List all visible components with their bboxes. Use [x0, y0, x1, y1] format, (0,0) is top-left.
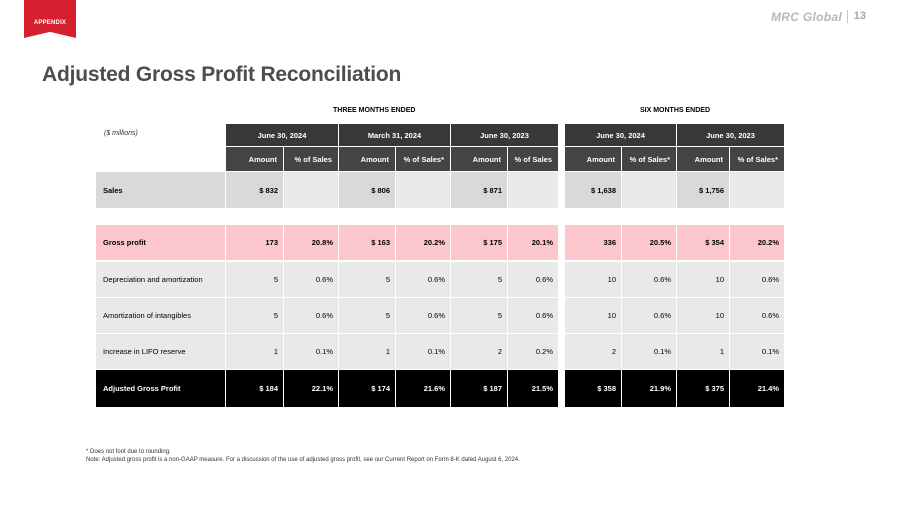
table-cell: [284, 172, 338, 208]
table-cell: 5: [451, 298, 507, 333]
table-cell: 20.2%: [396, 225, 450, 260]
table-cell: 0.6%: [284, 262, 338, 297]
column-subheader: % of Sales: [508, 147, 558, 171]
table-cell: 21.5%: [508, 370, 558, 407]
table-cell: 5: [339, 298, 395, 333]
column-subheader: % of Sales: [284, 147, 338, 171]
table-cell: [622, 172, 676, 208]
column-subheader: % of Sales*: [730, 147, 784, 171]
footnote-non-gaap: Note: Adjusted gross profit is a non-GAA…: [86, 457, 520, 463]
units-label: ($ millions): [104, 130, 138, 137]
column-subheader: Amount: [677, 147, 729, 171]
table-cell: 10: [677, 262, 729, 297]
table-cell: 20.2%: [730, 225, 784, 260]
table-cell: 0.1%: [396, 334, 450, 369]
table-cell: 1: [339, 334, 395, 369]
table-cell: $ 187: [451, 370, 507, 407]
table-cell: 0.2%: [508, 334, 558, 369]
table-cell: $ 174: [339, 370, 395, 407]
table-cell: $ 806: [339, 172, 395, 208]
column-subheader: Amount: [226, 147, 283, 171]
brand-logo: MRC Global: [771, 10, 842, 24]
table-cell: 0.6%: [622, 262, 676, 297]
table-cell: 21.4%: [730, 370, 784, 407]
column-subheader: Amount: [451, 147, 507, 171]
column-subheader: % of Sales*: [622, 147, 676, 171]
row-label: Depreciation and amortization: [96, 262, 225, 297]
column-subheader: % of Sales*: [396, 147, 450, 171]
table-cell: $ 1,756: [677, 172, 729, 208]
table-cell: [396, 172, 450, 208]
table-cell: 336: [565, 225, 621, 260]
table-cell: 0.6%: [396, 298, 450, 333]
table-cell: 5: [226, 262, 283, 297]
brand-divider: [847, 10, 848, 23]
table-cell: 0.6%: [730, 298, 784, 333]
table-cell: 5: [451, 262, 507, 297]
column-subheader: Amount: [339, 147, 395, 171]
table-cell: 20.5%: [622, 225, 676, 260]
group-header-three-months: THREE MONTHS ENDED: [333, 107, 416, 114]
table-cell: [730, 172, 784, 208]
table-cell: 0.6%: [508, 262, 558, 297]
table-cell: 2: [451, 334, 507, 369]
table-cell: 10: [565, 262, 621, 297]
period-header: June 30, 2023: [451, 124, 558, 146]
row-label: Adjusted Gross Profit: [96, 370, 225, 407]
table-cell: 0.6%: [730, 262, 784, 297]
table-cell: 0.1%: [730, 334, 784, 369]
table-cell: 0.6%: [622, 298, 676, 333]
table-cell: 21.9%: [622, 370, 676, 407]
table-cell: 1: [226, 334, 283, 369]
table-cell: 22.1%: [284, 370, 338, 407]
column-subheader: Amount: [565, 147, 621, 171]
table-cell: 10: [677, 298, 729, 333]
table-cell: $ 175: [451, 225, 507, 260]
table-cell: $ 358: [565, 370, 621, 407]
table-cell: 20.8%: [284, 225, 338, 260]
appendix-tag: APPENDIX: [24, 0, 76, 38]
table-cell: $ 163: [339, 225, 395, 260]
table-cell: $ 832: [226, 172, 283, 208]
appendix-label: APPENDIX: [33, 20, 67, 26]
group-header-six-months: SIX MONTHS ENDED: [640, 107, 711, 114]
table-cell: 1: [677, 334, 729, 369]
row-label: Amortization of intangibles: [96, 298, 225, 333]
table-cell: $ 871: [451, 172, 507, 208]
table-cell: $ 184: [226, 370, 283, 407]
page-number: 13: [853, 10, 866, 22]
period-header: June 30, 2024: [226, 124, 338, 146]
table-cell: 21.6%: [396, 370, 450, 407]
row-label: Sales: [96, 172, 225, 208]
row-label: Gross profit: [96, 225, 225, 260]
table-cell: [508, 172, 558, 208]
period-header: June 30, 2024: [565, 124, 676, 146]
table-cell: $ 1,638: [565, 172, 621, 208]
period-header: March 31, 2024: [339, 124, 450, 146]
table-cell: 5: [339, 262, 395, 297]
period-header: June 30, 2023: [677, 124, 784, 146]
table-cell: 20.1%: [508, 225, 558, 260]
table-cell: 173: [226, 225, 283, 260]
table-cell: 0.6%: [396, 262, 450, 297]
table-cell: 0.6%: [508, 298, 558, 333]
footnote-rounding: * Does not foot due to rounding.: [86, 449, 171, 455]
table-cell: 5: [226, 298, 283, 333]
table-cell: 2: [565, 334, 621, 369]
row-label: Increase in LIFO reserve: [96, 334, 225, 369]
table-cell: $ 375: [677, 370, 729, 407]
page-title: Adjusted Gross Profit Reconciliation: [42, 63, 402, 86]
table-cell: 0.6%: [284, 298, 338, 333]
table-cell: $ 354: [677, 225, 729, 260]
table-cell: 10: [565, 298, 621, 333]
table-cell: 0.1%: [622, 334, 676, 369]
table-cell: 0.1%: [284, 334, 338, 369]
